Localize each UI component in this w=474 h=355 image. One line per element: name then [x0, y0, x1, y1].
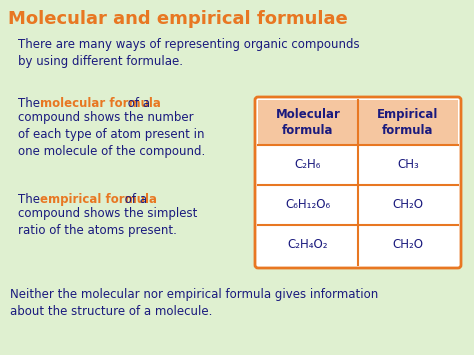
Text: Neither the molecular nor empirical formula gives information
about the structur: Neither the molecular nor empirical form… [10, 288, 378, 318]
Text: of a: of a [124, 97, 150, 110]
Text: Molecular and empirical formulae: Molecular and empirical formulae [8, 10, 348, 28]
Text: C₂H₄O₂: C₂H₄O₂ [288, 239, 328, 251]
FancyBboxPatch shape [255, 97, 461, 268]
Text: molecular formula: molecular formula [40, 97, 161, 110]
Text: C₂H₆: C₂H₆ [295, 158, 321, 171]
Text: CH₃: CH₃ [397, 158, 419, 171]
Text: There are many ways of representing organic compounds
by using different formula: There are many ways of representing orga… [18, 38, 360, 68]
Text: compound shows the number
of each type of atom present in
one molecule of the co: compound shows the number of each type o… [18, 111, 205, 158]
Text: Molecular
formula: Molecular formula [275, 108, 340, 137]
Text: empirical formula: empirical formula [40, 193, 157, 206]
Text: The: The [18, 97, 44, 110]
Text: CH₂O: CH₂O [392, 198, 423, 212]
Bar [258, 100, 458, 145]
Text: of a: of a [121, 193, 147, 206]
Text: compound shows the simplest
ratio of the atoms present.: compound shows the simplest ratio of the… [18, 207, 197, 237]
Text: The: The [18, 193, 44, 206]
Text: C₆H₁₂O₆: C₆H₁₂O₆ [285, 198, 330, 212]
Text: Empirical
formula: Empirical formula [377, 108, 439, 137]
Text: CH₂O: CH₂O [392, 239, 423, 251]
